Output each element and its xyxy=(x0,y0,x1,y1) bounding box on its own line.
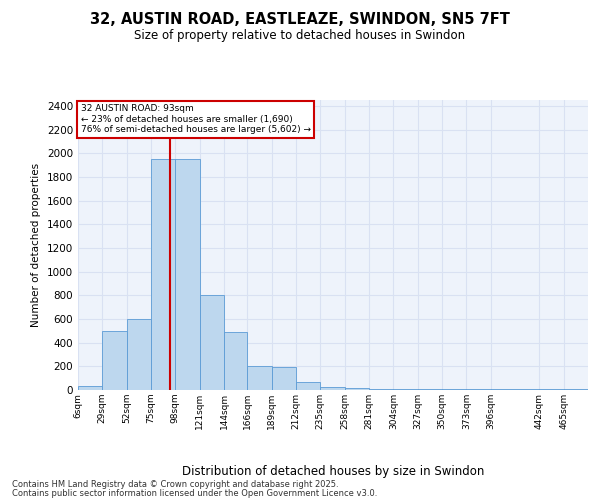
Bar xyxy=(224,332,247,390)
Text: Distribution of detached houses by size in Swindon: Distribution of detached houses by size … xyxy=(182,464,484,477)
Text: 32 AUSTIN ROAD: 93sqm
← 23% of detached houses are smaller (1,690)
76% of semi-d: 32 AUSTIN ROAD: 93sqm ← 23% of detached … xyxy=(80,104,311,134)
Text: Contains public sector information licensed under the Open Government Licence v3: Contains public sector information licen… xyxy=(12,490,377,498)
Bar xyxy=(563,389,588,390)
Bar xyxy=(200,296,224,390)
Bar xyxy=(369,389,394,390)
Bar xyxy=(272,367,296,390)
Bar xyxy=(320,387,344,390)
Bar xyxy=(344,388,369,390)
Y-axis label: Number of detached properties: Number of detached properties xyxy=(31,163,41,327)
Bar xyxy=(247,366,272,390)
Text: Contains HM Land Registry data © Crown copyright and database right 2025.: Contains HM Land Registry data © Crown c… xyxy=(12,480,338,489)
Bar xyxy=(175,159,200,390)
Text: Size of property relative to detached houses in Swindon: Size of property relative to detached ho… xyxy=(134,29,466,42)
Bar xyxy=(418,389,442,390)
Bar xyxy=(151,159,175,390)
Bar xyxy=(127,319,151,390)
Bar xyxy=(394,389,418,390)
Bar xyxy=(103,331,127,390)
Bar xyxy=(78,386,103,390)
Text: 32, AUSTIN ROAD, EASTLEAZE, SWINDON, SN5 7FT: 32, AUSTIN ROAD, EASTLEAZE, SWINDON, SN5… xyxy=(90,12,510,28)
Bar xyxy=(296,382,320,390)
